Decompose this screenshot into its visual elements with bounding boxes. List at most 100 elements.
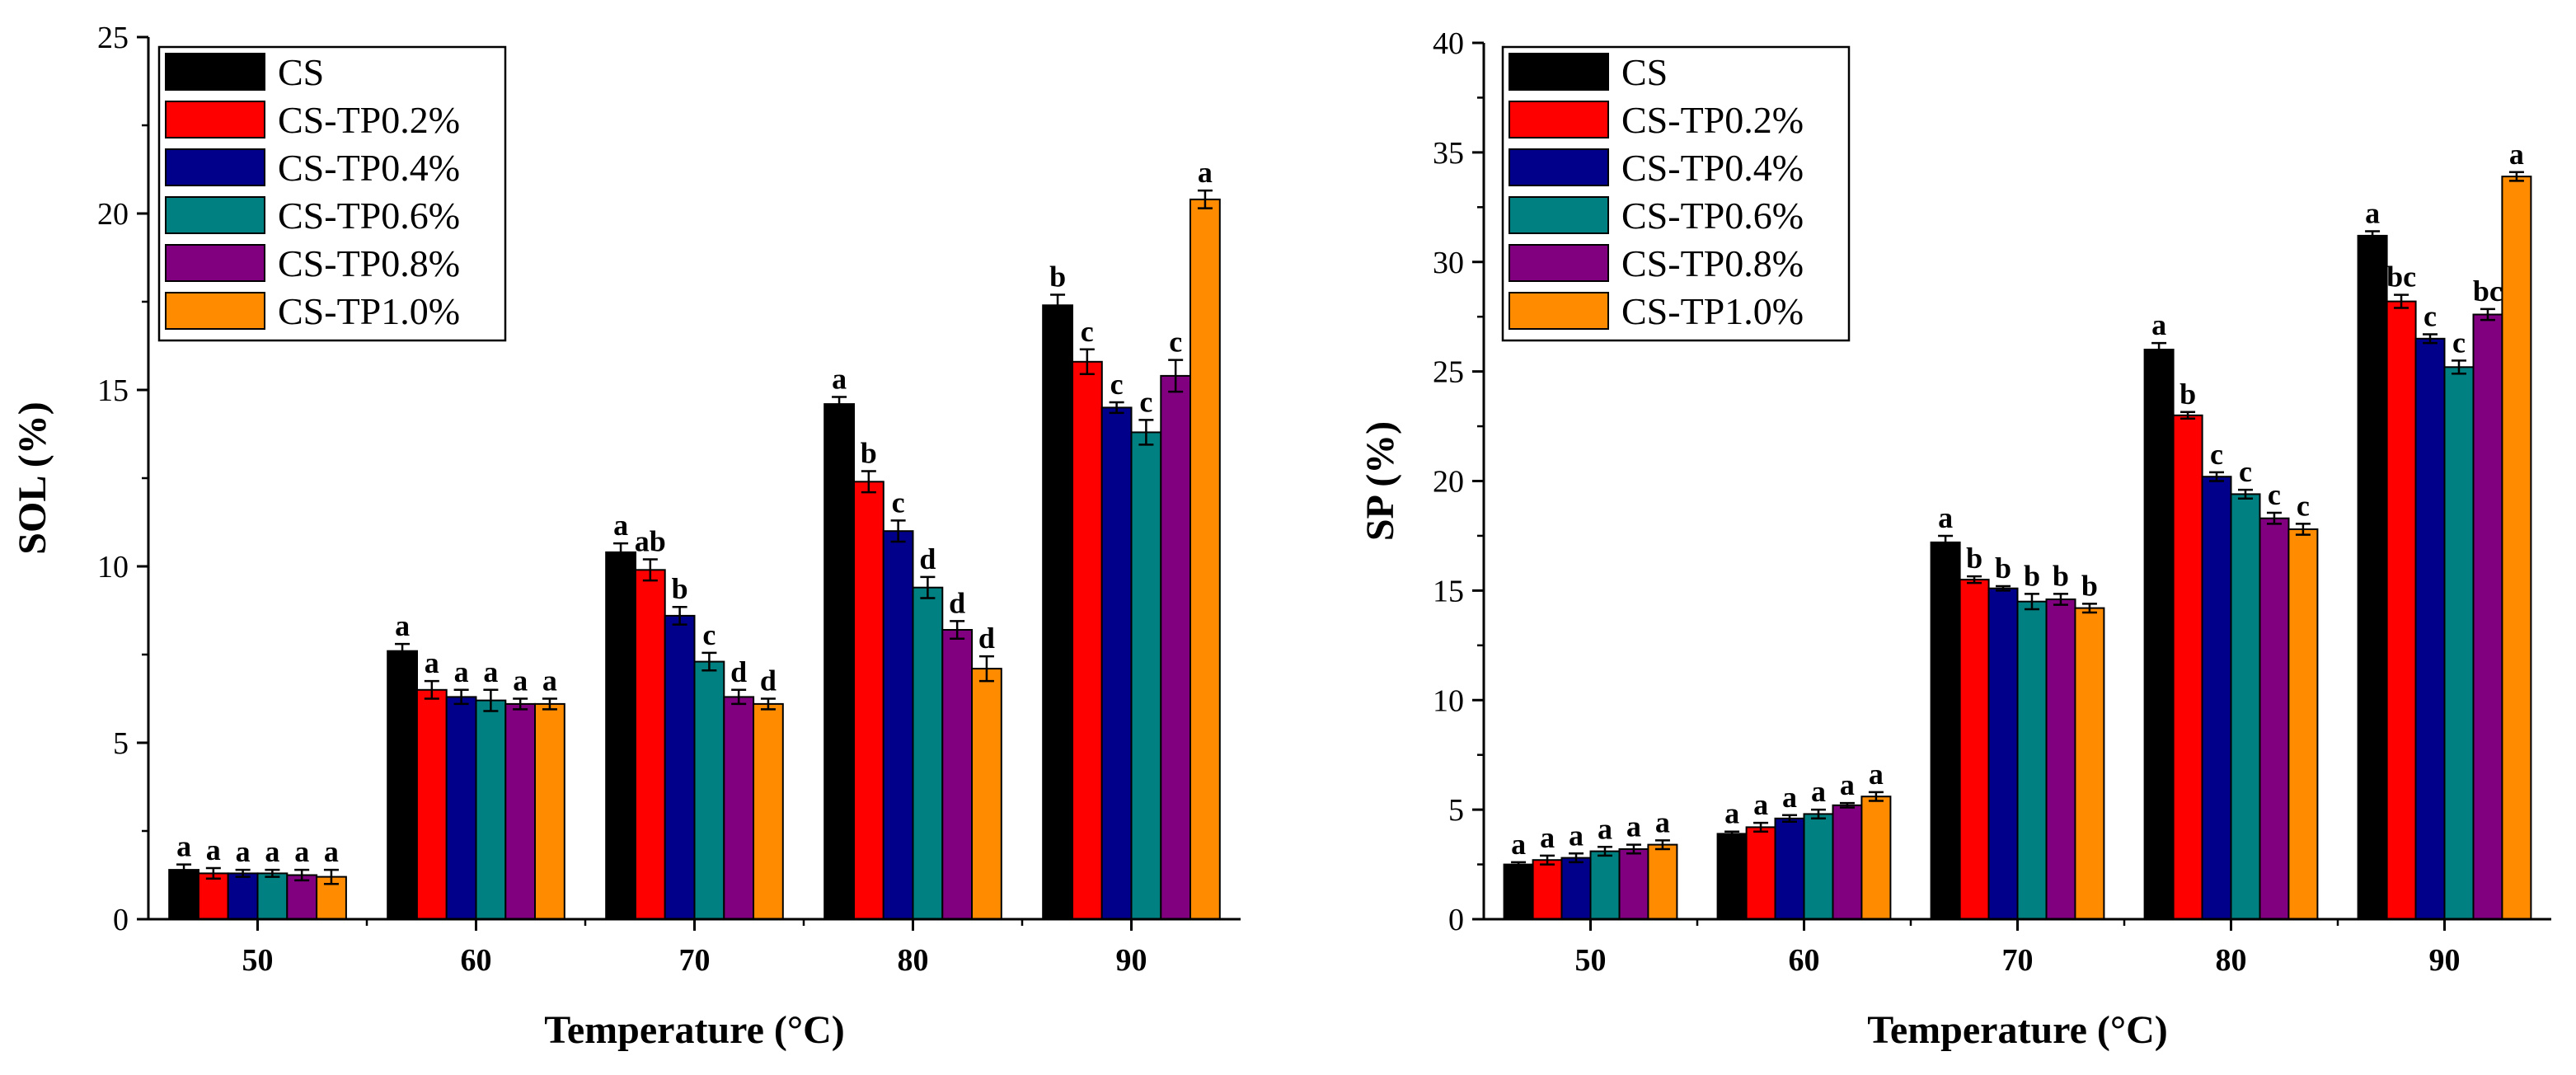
significance-label-cs-70: a [613,509,628,542]
significance-label-cs-tp1-0pct-60: a [542,664,557,697]
error-bar-cs-tp0-6pct-90 [1138,419,1154,446]
significance-label-cs-tp0-4pct-70: b [672,572,688,605]
significance-label-cs-tp0-4pct-50: a [236,835,251,868]
error-bar-cs-tp0-4pct-90 [1109,401,1124,415]
bar-cs-tp0-6pct-80 [912,586,944,920]
significance-label-cs-tp1-0pct-90: a [1198,156,1213,189]
bar-cs-tp0-8pct-90 [1160,374,1192,920]
legend-swatch-cs-tp1-0pct [1509,292,1609,330]
error-bar-cs-tp0-2pct-50 [205,866,221,880]
error-bar-cs-tp0-8pct-70 [731,688,747,706]
legend-frame [157,45,507,342]
error-bar-cs-tp0-2pct-70 [642,558,658,582]
legend-swatch-cs-tp0-4pct [1509,148,1609,186]
error-bar-cs-tp0-8pct-50 [294,868,310,882]
x-tick-label-80: 80 [2216,943,2247,978]
bar-cs-tp1-0pct-80 [971,668,1002,920]
significance-label-cs-tp0-2pct-90: bc [2386,261,2416,293]
bar-cs-tp0-2pct-50 [197,872,229,921]
error-bar-cs-tp0-2pct-80 [2180,411,2196,420]
significance-label-cs-tp0-2pct-80: b [861,436,877,469]
y-axis-title: SP (%) [1358,421,1402,541]
bar-cs-tp0-4pct-50 [1560,857,1592,920]
x-tick-label-60: 60 [461,943,492,978]
bar-cs-tp1-0pct-70 [753,702,784,921]
bar-cs-tp0-8pct-50 [1618,848,1649,920]
bar-cs-tp0-4pct-60 [445,696,477,921]
bar-cs-tp1-0pct-60 [1860,796,1892,921]
bar-cs-tp0-8pct-80 [941,629,974,920]
bar-cs-50 [1503,863,1534,920]
significance-label-cs-50: a [1511,828,1526,861]
bar-cs-tp0-4pct-80 [2201,476,2232,920]
bar-cs-tp0-8pct-70 [723,696,755,921]
legend-label-cs-tp0-4pct: CS-TP0.4% [1621,147,1804,189]
significance-label-cs-tp0-4pct-70: b [1995,552,2011,584]
error-bar-cs-70 [1938,534,1954,551]
error-bar-cs-tp0-4pct-70 [672,605,687,626]
bar-cs-tp0-2pct-60 [415,688,448,920]
bar-cs-tp0-6pct-60 [475,699,507,920]
legend-label-cs-tp0-6pct: CS-TP0.6% [1621,195,1804,237]
bar-cs-tp0-2pct-90 [2386,300,2417,921]
significance-label-cs-tp0-2pct-50: a [206,833,221,866]
significance-label-cs-70: a [1938,501,1953,534]
significance-label-cs-tp0-6pct-90: c [1139,385,1152,418]
bar-cs-tp0-6pct-50 [256,872,289,921]
bar-cs-tp1-0pct-50 [1647,843,1678,920]
error-bar-cs-tp0-4pct-90 [2423,333,2438,345]
legend-label-cs-tp0-6pct: CS-TP0.6% [278,195,460,237]
error-bar-cs-tp0-4pct-50 [1569,852,1584,864]
error-bar-cs-tp0-4pct-70 [1996,584,2011,592]
bar-cs-tp0-2pct-80 [2172,414,2203,920]
error-bar-cs-tp0-2pct-70 [1967,575,1982,584]
error-bar-cs-60 [395,642,411,660]
bar-cs-tp0-4pct-70 [1987,587,2019,920]
error-bar-cs-tp1-0pct-70 [760,697,776,711]
bar-cs-70 [1930,541,1961,921]
legend-swatch-cs-tp0-8pct [165,244,265,282]
error-bar-cs-tp1-0pct-60 [1868,791,1884,802]
error-bar-cs-tp0-8pct-70 [2053,593,2068,606]
significance-label-cs-tp1-0pct-50: a [324,835,339,868]
error-bar-cs-tp1-0pct-80 [2295,523,2311,536]
legend-label-cs-tp0-2pct: CS-TP0.2% [1621,99,1804,141]
legend-swatch-cs-tp0-2pct [165,101,265,138]
error-bar-cs-tp0-2pct-90 [2394,293,2409,309]
bar-cs-50 [168,869,199,920]
bar-cs-tp0-2pct-90 [1072,360,1103,920]
bar-cs-tp1-0pct-90 [1189,198,1221,920]
error-bar-cs-tp1-0pct-60 [542,697,557,711]
significance-label-cs-tp0-2pct-60: a [425,646,439,679]
error-bar-cs-tp0-6pct-80 [2237,488,2253,500]
bar-cs-tp0-6pct-50 [1589,850,1621,920]
y-tick-label-5: 5 [1448,793,1464,828]
legend-swatch-cs-tp0-6pct [1509,196,1609,234]
bar-cs-60 [387,650,419,920]
bar-cs-60 [1716,833,1748,921]
bar-cs-tp0-6pct-80 [2230,493,2261,920]
legend-swatch-cs [165,53,265,91]
significance-label-cs-tp0-2pct-60: a [1753,788,1768,821]
bar-cs-tp0-8pct-80 [2259,517,2290,920]
y-tick-label-40: 40 [1433,26,1464,61]
significance-label-cs-tp0-2pct-80: b [2180,378,2196,411]
significance-label-cs-tp0-4pct-60: a [1782,781,1797,814]
significance-label-cs-tp1-0pct-90: a [2509,138,2524,171]
y-tick-label-10: 10 [1433,683,1464,718]
bar-cs-tp0-8pct-60 [1832,804,1863,920]
bar-cs-70 [605,551,637,921]
legend-label-cs: CS [278,51,324,93]
error-bar-cs-tp0-2pct-50 [1540,854,1555,866]
error-bar-cs-tp0-8pct-90 [1168,359,1184,393]
error-bar-cs-tp0-2pct-90 [1079,348,1095,375]
x-tick-label-90: 90 [1116,943,1147,978]
significance-label-cs-90: b [1049,260,1066,293]
significance-label-cs-tp0-4pct-80: c [892,486,905,519]
significance-label-cs-tp0-4pct-80: c [2210,438,2223,471]
y-tick-label-20: 20 [1433,465,1464,500]
legend-label-cs-tp0-4pct: CS-TP0.4% [278,147,460,189]
y-tick-label-30: 30 [1433,246,1464,280]
